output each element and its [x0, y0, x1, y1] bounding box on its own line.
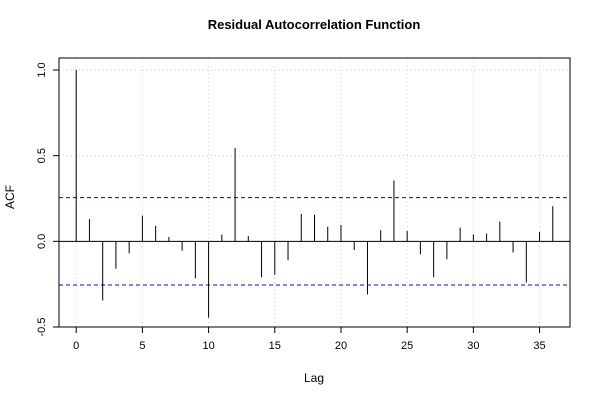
y-axis-label: ACF	[3, 185, 17, 209]
acf-bars-layer	[59, 69, 570, 318]
plot-frame	[58, 57, 571, 328]
grid-layer	[59, 58, 570, 328]
y-tick-label: 1.0	[36, 62, 48, 77]
x-tick-label: 0	[73, 340, 79, 352]
x-tick-label: 25	[401, 340, 413, 352]
x-tick-label: 10	[202, 340, 214, 352]
x-tick-label: 15	[269, 340, 281, 352]
x-tick-label: 30	[467, 340, 479, 352]
y-tick-label: 0.5	[36, 148, 48, 163]
x-axis: 0 5 10 15 20 25 30 35	[73, 326, 546, 352]
y-axis: -0.5 0.0 0.5 1.0	[36, 62, 60, 337]
x-tick-label: 5	[139, 340, 145, 352]
x-tick-label: 35	[533, 340, 545, 352]
x-tick-label: 20	[335, 340, 347, 352]
y-tick-label: -0.5	[36, 318, 48, 337]
y-tick-label: 0.0	[36, 234, 48, 249]
chart-title: Residual Autocorrelation Function	[208, 17, 421, 32]
x-axis-label: Lag	[304, 371, 324, 385]
confidence-band-layer	[59, 197, 570, 286]
